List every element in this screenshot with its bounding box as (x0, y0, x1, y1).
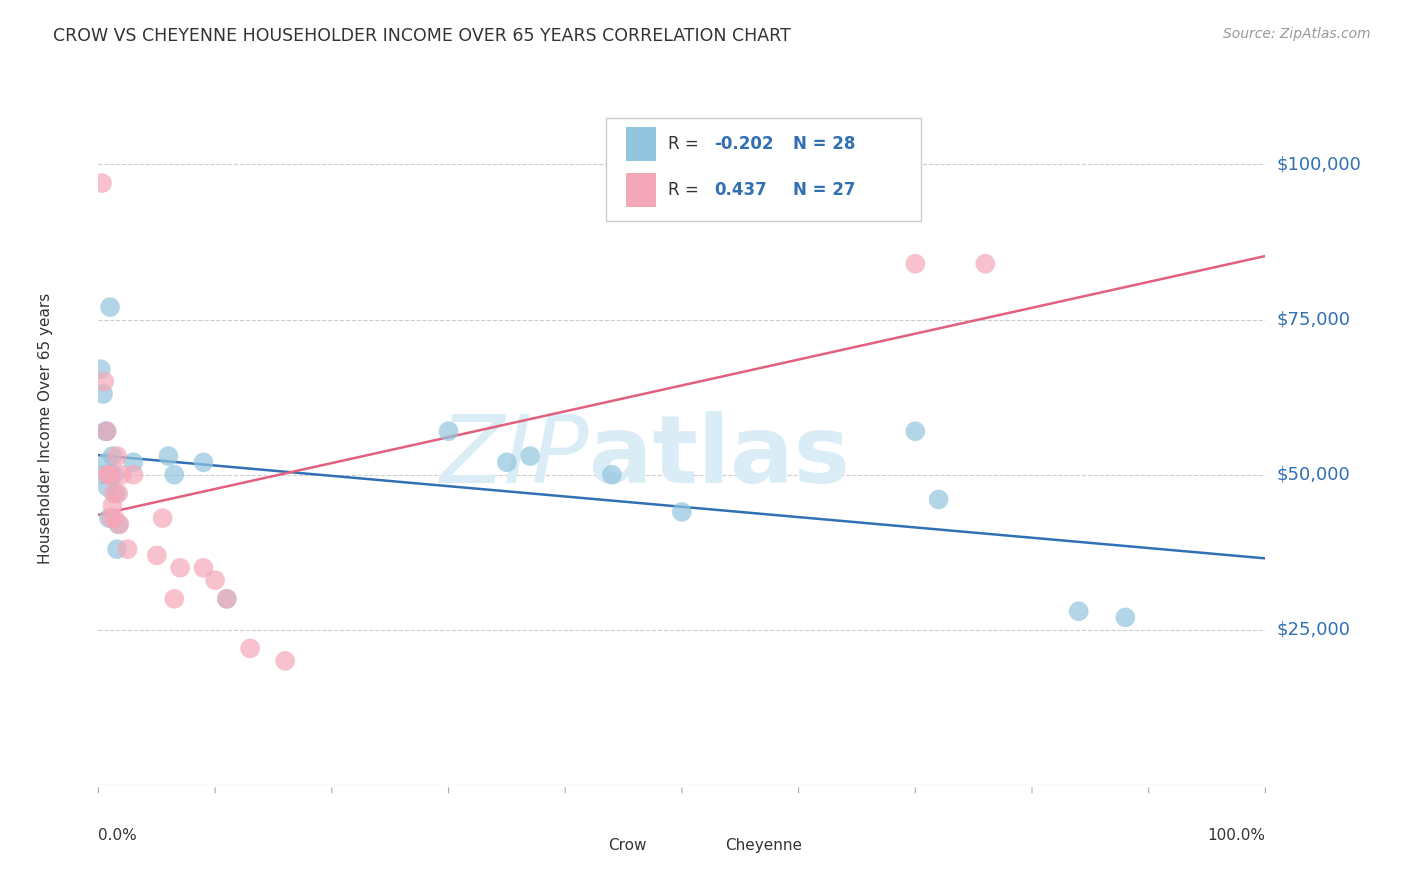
Point (98, 467, 121, 482)
Bar (626, 127, 657, 161)
Text: Source: ZipAtlas.com: Source: ZipAtlas.com (1223, 27, 1371, 41)
Text: Crow: Crow (609, 838, 647, 853)
Point (146, 549, 169, 563)
Point (107, 486, 129, 500)
Point (496, 455, 519, 469)
Text: $75,000: $75,000 (1277, 310, 1351, 328)
Point (90, 362, 112, 376)
Point (97, 480, 120, 494)
Point (1067, 604, 1090, 618)
Point (107, 517, 129, 532)
Point (104, 511, 127, 525)
Point (152, 511, 174, 525)
Point (215, 591, 238, 606)
Point (239, 641, 262, 656)
Point (157, 449, 180, 463)
Point (96, 424, 118, 438)
Text: Cheyenne: Cheyenne (725, 838, 801, 853)
Point (100, 511, 122, 525)
Point (98, 300, 121, 314)
Point (111, 467, 134, 482)
Point (97, 511, 120, 525)
Point (108, 517, 131, 532)
Point (101, 449, 124, 463)
Bar (576, 833, 603, 858)
Point (193, 455, 215, 469)
Bar (693, 833, 720, 858)
Point (122, 455, 145, 469)
Point (103, 467, 125, 482)
Point (928, 492, 950, 507)
Point (519, 449, 541, 463)
Point (117, 542, 139, 557)
Text: Householder Income Over 65 years: Householder Income Over 65 years (38, 293, 53, 564)
Text: $25,000: $25,000 (1277, 621, 1351, 639)
Text: $100,000: $100,000 (1277, 155, 1361, 173)
Text: ZIP: ZIP (439, 411, 589, 502)
Point (93, 467, 115, 482)
Point (94, 424, 117, 438)
Point (671, 505, 693, 519)
Point (274, 654, 297, 668)
Text: 100.0%: 100.0% (1208, 828, 1265, 843)
Text: R =: R = (668, 181, 704, 199)
Text: CROW VS CHEYENNE HOUSEHOLDER INCOME OVER 65 YEARS CORRELATION CHART: CROW VS CHEYENNE HOUSEHOLDER INCOME OVER… (53, 27, 792, 45)
Text: N = 28: N = 28 (793, 136, 855, 153)
Point (97, 467, 120, 482)
FancyBboxPatch shape (606, 118, 921, 221)
Bar (626, 173, 657, 207)
Text: 0.437: 0.437 (714, 181, 768, 199)
Point (215, 591, 238, 606)
Text: R =: R = (668, 136, 704, 153)
Point (437, 424, 460, 438)
Point (96, 455, 118, 469)
Point (96, 424, 118, 438)
Point (600, 467, 623, 482)
Text: atlas: atlas (589, 410, 849, 503)
Text: N = 27: N = 27 (793, 181, 855, 199)
Text: -0.202: -0.202 (714, 136, 775, 153)
Point (904, 257, 927, 271)
Point (104, 486, 127, 500)
Point (90, 176, 112, 190)
Point (105, 542, 128, 557)
Point (93, 375, 115, 389)
Point (101, 499, 124, 513)
Text: $50,000: $50,000 (1277, 466, 1350, 483)
Point (904, 424, 927, 438)
Point (91, 387, 114, 401)
Point (105, 449, 128, 463)
Text: 0.0%: 0.0% (98, 828, 138, 843)
Point (163, 591, 186, 606)
Point (204, 573, 226, 587)
Point (103, 486, 125, 500)
Point (193, 561, 215, 575)
Point (122, 467, 145, 482)
Point (974, 257, 997, 271)
Point (169, 561, 191, 575)
Point (1114, 610, 1136, 624)
Point (163, 467, 186, 482)
Point (97, 467, 120, 482)
